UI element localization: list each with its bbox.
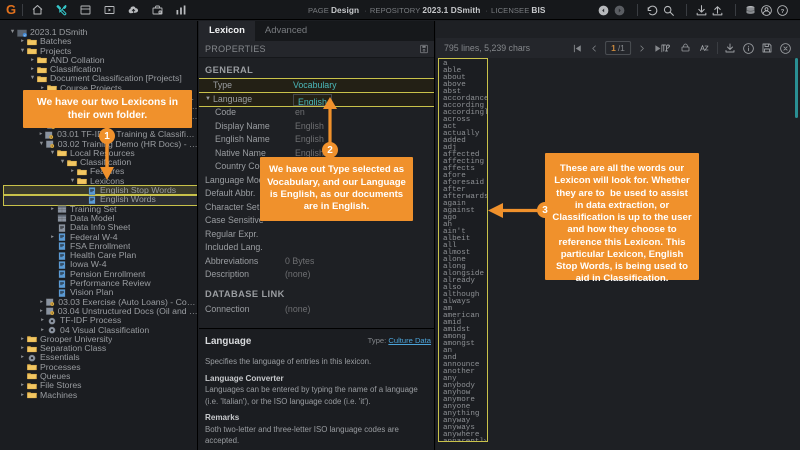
svg-text:?: ?: [781, 8, 785, 14]
